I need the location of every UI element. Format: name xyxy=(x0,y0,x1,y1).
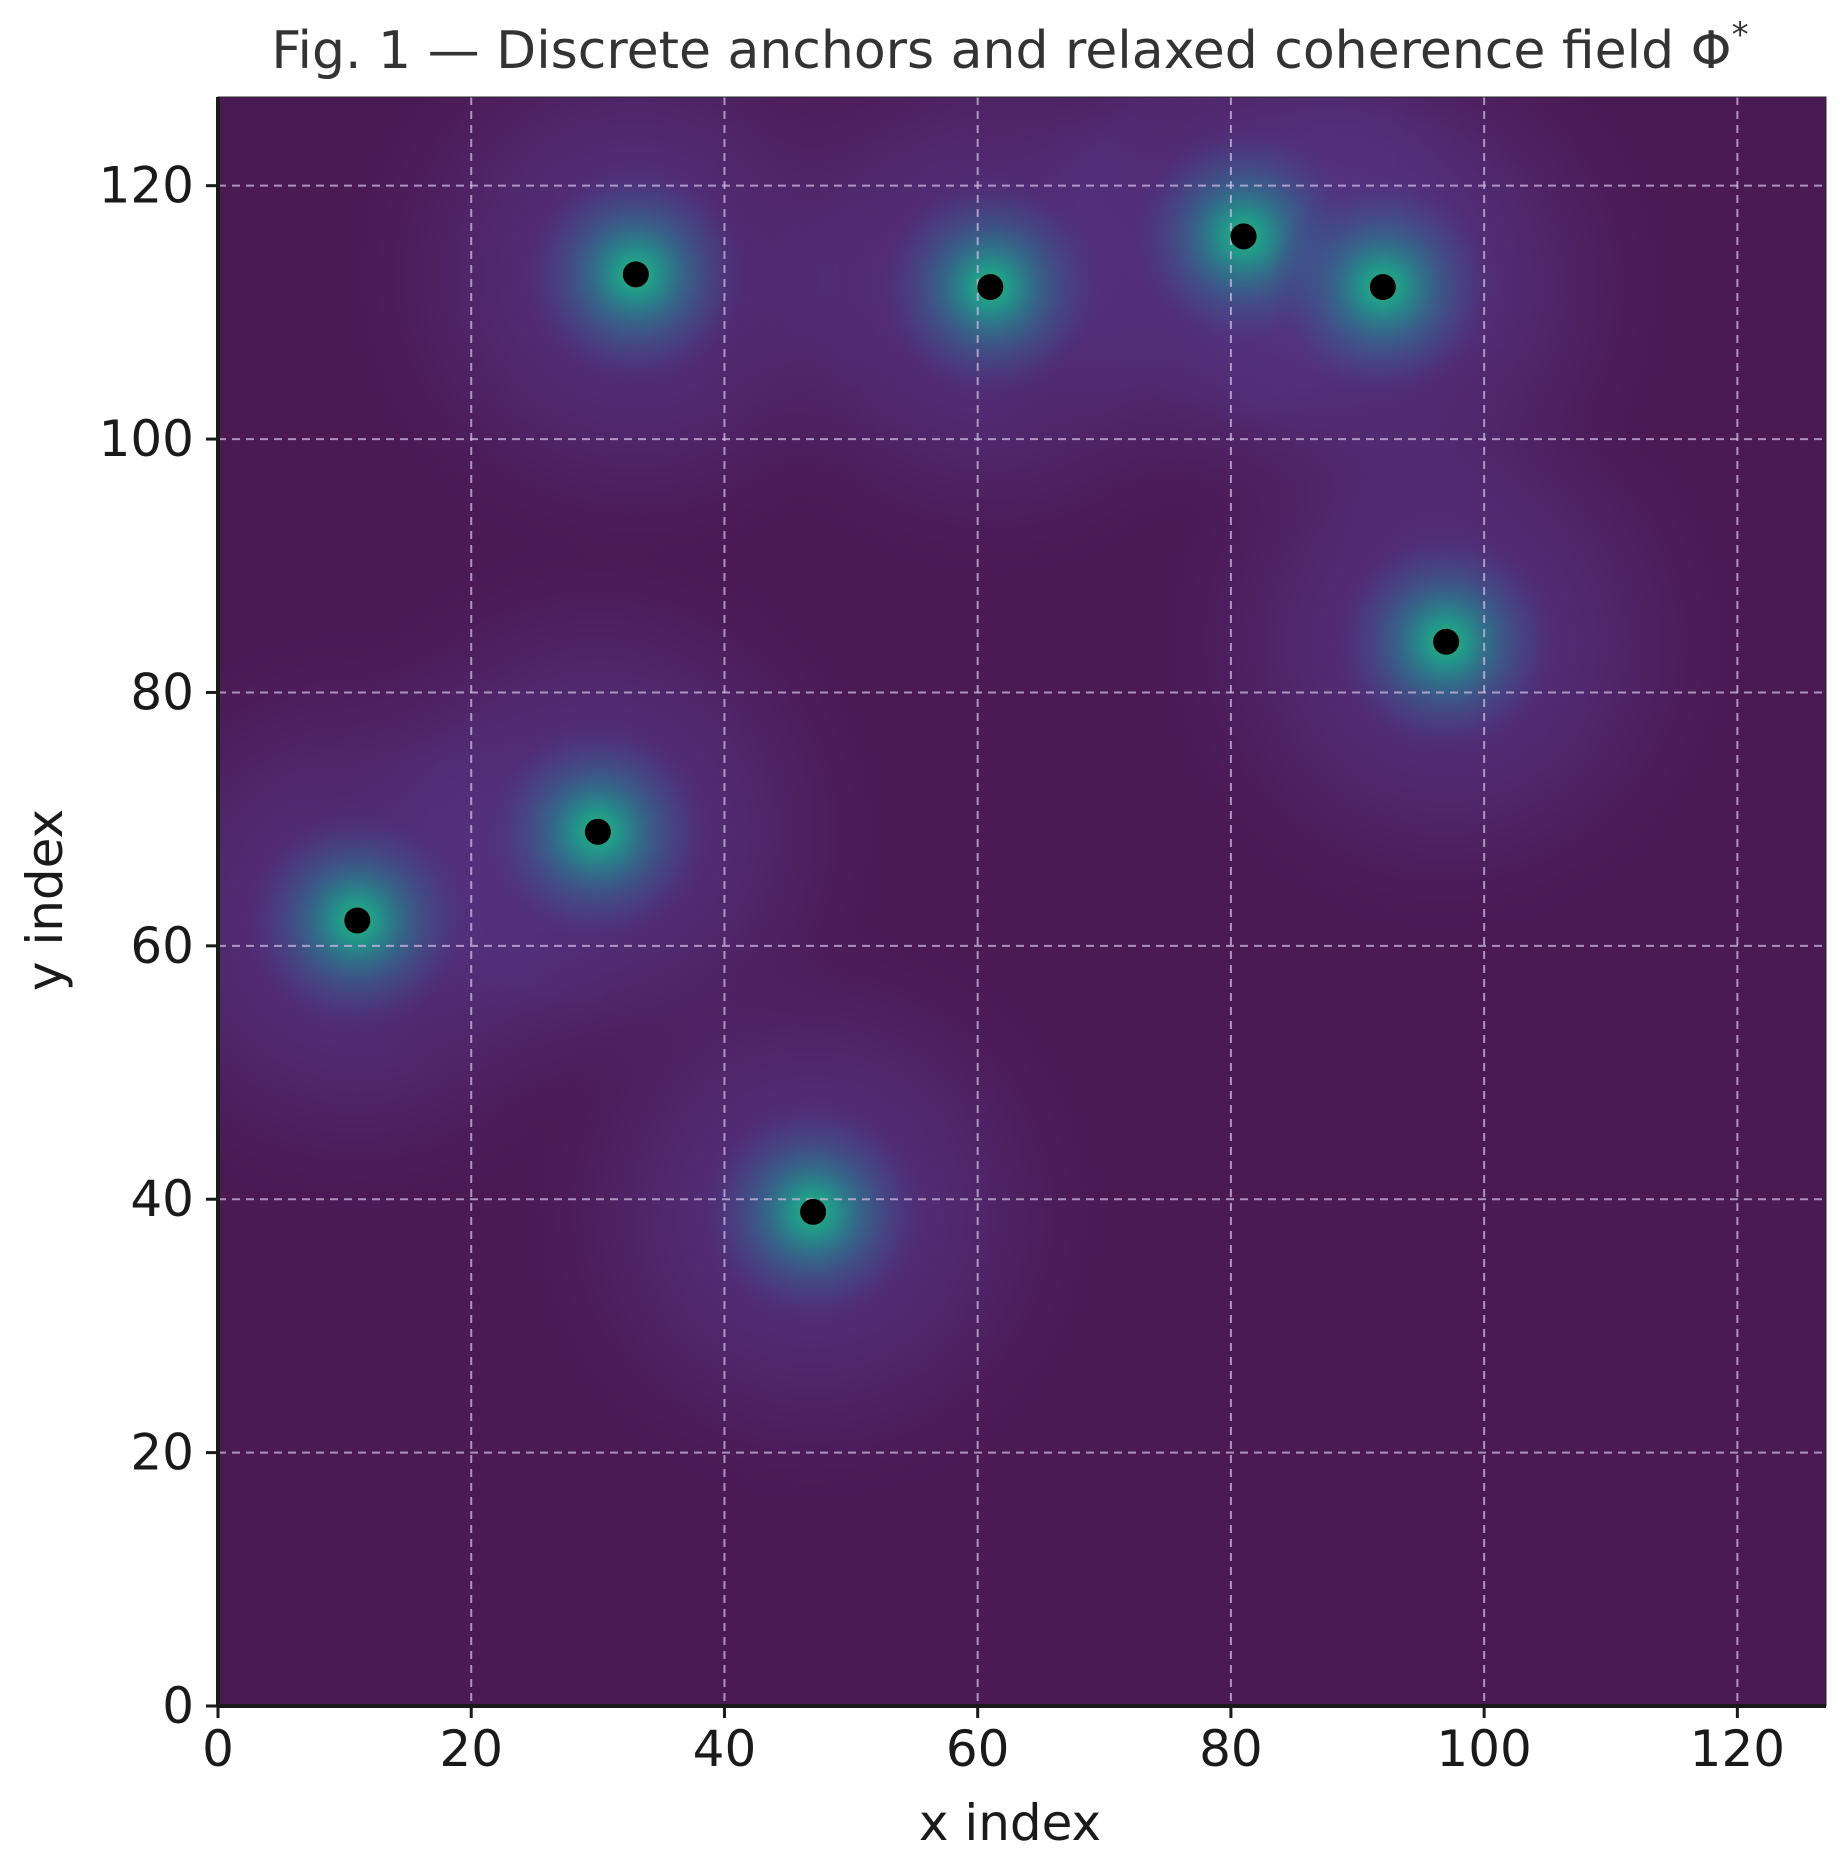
anchor-point xyxy=(1433,628,1460,655)
y-tick-label: 20 xyxy=(130,1424,194,1482)
y-tick-label: 0 xyxy=(162,1677,194,1735)
anchor-point xyxy=(977,274,1004,301)
anchor-point xyxy=(1230,223,1257,250)
x-axis-label: x index xyxy=(919,1794,1101,1852)
y-tick-label: 120 xyxy=(99,157,194,215)
anchor-point xyxy=(1369,274,1396,301)
anchor-point xyxy=(344,907,371,934)
y-tick-label: 80 xyxy=(130,663,194,721)
x-tick-label: 20 xyxy=(439,1720,503,1778)
y-axis: 0 20 40 60 80 100 120 xyxy=(99,157,218,1735)
chart-title: Fig. 1 — Discrete anchors and relaxed co… xyxy=(271,15,1748,81)
anchor-point xyxy=(800,1198,827,1225)
anchor-points xyxy=(344,223,1460,1225)
x-axis: 0 20 40 60 80 100 120 xyxy=(202,1706,1785,1778)
anchor-point xyxy=(622,261,649,288)
y-tick-label: 60 xyxy=(130,917,194,975)
plot-area xyxy=(216,96,1827,1708)
chart-title-superscript: * xyxy=(1732,15,1749,55)
anchor-point xyxy=(584,818,611,845)
x-tick-label: 100 xyxy=(1436,1720,1531,1778)
y-axis-label: y index xyxy=(16,809,74,991)
x-tick-label: 40 xyxy=(693,1720,757,1778)
x-tick-label: 60 xyxy=(946,1720,1010,1778)
chart-title-main: Fig. 1 — Discrete anchors and relaxed co… xyxy=(271,21,1731,81)
y-tick-label: 100 xyxy=(99,410,194,468)
y-tick-label: 40 xyxy=(130,1170,194,1228)
x-tick-label: 80 xyxy=(1199,1720,1263,1778)
x-tick-label: 120 xyxy=(1690,1720,1785,1778)
x-tick-label: 0 xyxy=(202,1720,234,1778)
coherence-field xyxy=(218,97,1751,1516)
